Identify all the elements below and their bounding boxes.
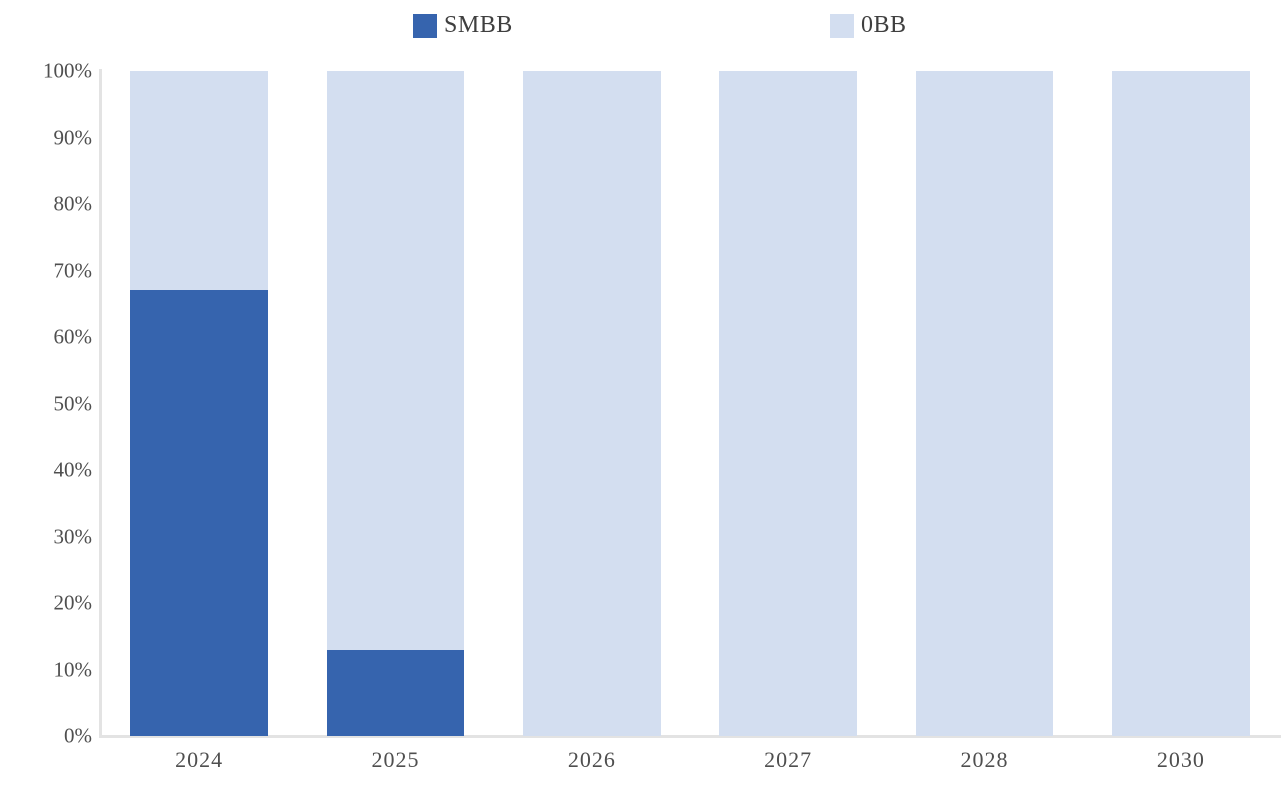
legend-label-0bb: 0BB (861, 12, 907, 38)
bar-segment-2024-0bb (130, 71, 268, 291)
x-axis-tick-label: 2030 (1156, 747, 1205, 772)
plot-area (101, 71, 1279, 736)
y-axis-tick-label: 90% (53, 125, 93, 149)
bar-segment-2024-smbb (130, 290, 268, 736)
y-axis-tick-label: 70% (53, 258, 93, 282)
y-axis-tick-label: 10% (53, 657, 93, 681)
x-axis-tick-label: 2025 (371, 747, 420, 772)
y-axis-tick-label: 50% (53, 391, 93, 415)
bar-segment-2027-0bb (719, 71, 857, 736)
legend-item-smbb: SMBB (413, 12, 513, 39)
y-axis-tick-label: 30% (53, 524, 93, 548)
legend-item-0bb: 0BB (830, 12, 907, 39)
y-axis-tick-label: 40% (53, 457, 93, 482)
bar-segment-2028-0bb (915, 71, 1054, 736)
y-axis-tick-label: 60% (53, 324, 93, 349)
x-axis-line (99, 735, 1281, 738)
x-axis-tick-label: 2028 (960, 747, 1009, 772)
y-axis-line (99, 69, 102, 738)
y-axis-tick-label: 100% (43, 58, 92, 83)
bar-segment-2030-0bb (1112, 71, 1250, 736)
legend-swatch-smbb-icon (413, 13, 437, 38)
y-axis-tick-label: 0% (64, 723, 92, 748)
y-axis-tick-label: 80% (53, 191, 93, 216)
bar-segment-2025-smbb (326, 649, 465, 736)
bar-segment-2025-0bb (326, 71, 465, 650)
x-axis-tick-label: 2024 (175, 747, 224, 772)
x-axis-tick-label: 2026 (567, 747, 616, 772)
bar-segment-2026-0bb (523, 71, 661, 736)
x-axis-tick-label: 2027 (764, 747, 813, 772)
y-axis-tick-label: 20% (53, 590, 93, 615)
legend-swatch-0bb-icon (830, 13, 854, 38)
legend-label-smbb: SMBB (444, 12, 513, 38)
